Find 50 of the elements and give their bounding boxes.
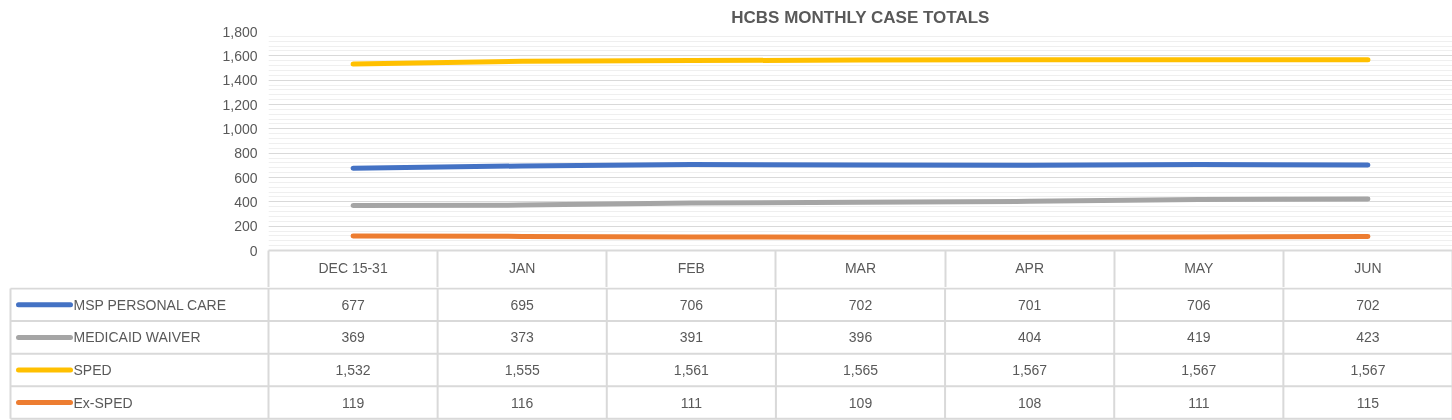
- data-label: 695: [510, 296, 535, 313]
- data-label: 111: [1188, 394, 1210, 411]
- y-tick-label: 1,200: [222, 96, 258, 113]
- x-tick-label: DEC 15-31: [318, 259, 388, 276]
- data-label: 1,567: [1350, 361, 1386, 378]
- x-tick-label: JUN: [1354, 259, 1382, 276]
- y-tick-label: 400: [234, 193, 258, 210]
- x-tick-label: MAR: [844, 259, 877, 276]
- y-tick-label: 0: [249, 242, 258, 259]
- data-label: 706: [1187, 296, 1211, 313]
- y-tick-label: 1,800: [222, 23, 258, 40]
- data-label: 111: [680, 394, 703, 411]
- data-label: 1,532: [335, 361, 371, 378]
- y-tick-label: 800: [234, 145, 258, 162]
- data-label: 702: [848, 296, 873, 313]
- data-label: 1,561: [673, 361, 710, 378]
- x-tick-label: APR: [1015, 259, 1045, 276]
- data-label: 108: [1017, 394, 1042, 411]
- x-tick-label: MAY: [1184, 259, 1215, 276]
- data-label: 1,567: [1181, 361, 1217, 378]
- data-label: 119: [341, 394, 365, 411]
- y-tick-label: 1,000: [222, 120, 258, 137]
- data-label: 109: [848, 394, 873, 411]
- y-tick-label: 600: [234, 169, 258, 186]
- data-label: 115: [1356, 394, 1380, 411]
- x-tick-label: FEB: [677, 259, 705, 276]
- y-tick-label: 200: [234, 218, 258, 235]
- data-label: 1,555: [504, 361, 540, 378]
- data-label: 423: [1356, 329, 1380, 346]
- data-label: 1,565: [842, 361, 879, 378]
- data-label: 404: [1017, 329, 1042, 346]
- data-label: 419: [1187, 329, 1211, 346]
- y-tick-label: 1,600: [222, 47, 258, 64]
- legend-label: SPED: [73, 361, 112, 378]
- y-tick-label: 1,400: [222, 72, 258, 89]
- data-label: 706: [679, 296, 704, 313]
- data-label: 373: [510, 329, 535, 346]
- legend-label: MSP PERSONAL CARE: [73, 296, 226, 313]
- data-label: 1,567: [1012, 361, 1048, 378]
- x-tick-label: JAN: [508, 259, 536, 276]
- legend-label: Ex-SPED: [73, 394, 133, 411]
- legend-label: MEDICAID WAIVER: [73, 329, 201, 346]
- chart-title: HCBS MONTHLY CASE TOTALS: [731, 7, 990, 27]
- data-label: 369: [341, 329, 365, 346]
- data-label: 116: [511, 394, 534, 411]
- data-label: 701: [1017, 296, 1042, 313]
- data-label: 677: [341, 296, 365, 313]
- data-label: 396: [848, 329, 873, 346]
- data-label: 702: [1356, 296, 1380, 313]
- data-label: 391: [679, 329, 704, 346]
